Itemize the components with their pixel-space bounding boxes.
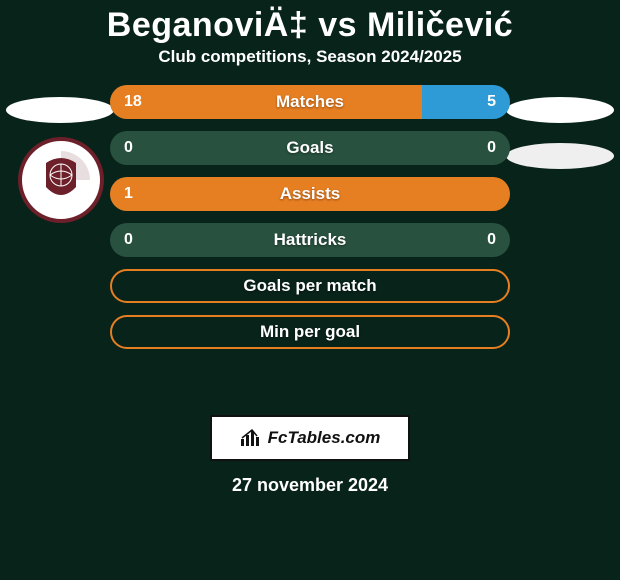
stat-bar: 185Matches [110, 85, 510, 119]
stat-bar: 1Assists [110, 177, 510, 211]
comparison-card: BeganoviÄ‡ vs Miličević Club competition… [0, 0, 620, 580]
page-title: BeganoviÄ‡ vs Miličević [0, 0, 620, 47]
stat-label: Matches [110, 85, 510, 119]
branding-badge: FcTables.com [210, 415, 410, 461]
stat-bar: Min per goal [110, 315, 510, 349]
stat-bar: 00Hattricks [110, 223, 510, 257]
stat-bar: Goals per match [110, 269, 510, 303]
left-player-column [0, 85, 110, 405]
stat-label: Goals per match [112, 271, 508, 301]
stat-bar: 00Goals [110, 131, 510, 165]
stat-bars: 185Matches 00Goals 1Assists 00Hattricks Goal… [110, 85, 510, 349]
snapshot-date: 27 november 2024 [0, 475, 620, 496]
player-photo-placeholder [6, 97, 114, 123]
stat-label: Min per goal [112, 317, 508, 347]
right-player-column [510, 85, 620, 405]
page-subtitle: Club competitions, Season 2024/2025 [0, 47, 620, 85]
branding-text: FcTables.com [268, 428, 381, 448]
chart-icon [240, 429, 262, 447]
stat-label: Assists [110, 177, 510, 211]
content-area: 185Matches 00Goals 1Assists 00Hattricks Goal… [0, 85, 620, 405]
player-photo-placeholder [506, 143, 614, 169]
club-badge [18, 137, 104, 223]
stat-label: Hattricks [110, 223, 510, 257]
player-photo-placeholder [506, 97, 614, 123]
stat-label: Goals [110, 131, 510, 165]
